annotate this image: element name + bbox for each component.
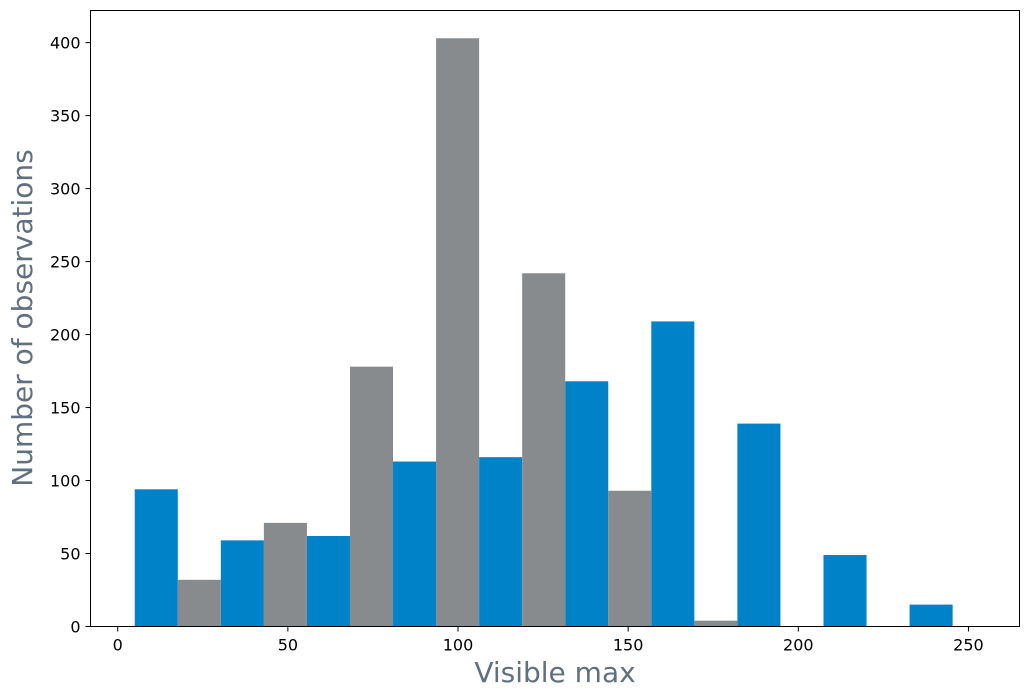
x-axis-ticks: 0 50 100 150 200 250	[113, 626, 984, 655]
bar-series2-bin1	[177, 579, 221, 627]
bar-series1-bin1	[134, 489, 178, 627]
y-tick-label: 0	[70, 618, 80, 637]
x-tick-label: 250	[953, 636, 984, 655]
bar-series1-bin7	[651, 321, 695, 627]
bar-series1-bin8	[737, 423, 781, 627]
x-tick-label: 100	[443, 636, 474, 655]
x-tick-label: 0	[113, 636, 123, 655]
bar-series2-bin2	[263, 522, 307, 627]
y-tick-label: 300	[50, 180, 81, 199]
bar-series1-bin3	[306, 535, 350, 627]
bar-series1-bin10	[909, 604, 953, 627]
y-tick-label: 350	[50, 107, 81, 126]
y-axis-ticks: 0 50 100 150 200 250 300 350 400	[50, 34, 91, 637]
bar-series1-bin4	[393, 461, 437, 627]
y-tick-label: 50	[60, 545, 80, 564]
bar-series2-bin7	[694, 620, 738, 627]
x-tick-label: 150	[613, 636, 644, 655]
bar-series2-bin3	[349, 366, 394, 627]
y-tick-label: 400	[50, 34, 81, 53]
x-tick-label: 200	[783, 636, 814, 655]
bar-series2-bin4	[436, 38, 480, 627]
y-tick-label: 150	[50, 399, 81, 418]
bar-series1-bin5	[479, 457, 523, 627]
y-axis-label: Number of observations	[6, 149, 39, 486]
plot-frame	[90, 10, 1020, 627]
y-tick-label: 200	[50, 326, 81, 345]
bar-series1-bin9	[823, 554, 867, 627]
x-axis-label: Visible max	[474, 656, 635, 689]
bar-series2-bin5	[522, 273, 566, 627]
bar-series2-bin6	[608, 490, 652, 627]
x-tick-label: 50	[278, 636, 298, 655]
bar-series1-bin6	[565, 381, 609, 627]
bar-series1-bin2	[220, 540, 264, 627]
y-tick-label: 250	[50, 253, 81, 272]
y-tick-label: 100	[50, 472, 81, 491]
bars-group	[134, 38, 953, 627]
